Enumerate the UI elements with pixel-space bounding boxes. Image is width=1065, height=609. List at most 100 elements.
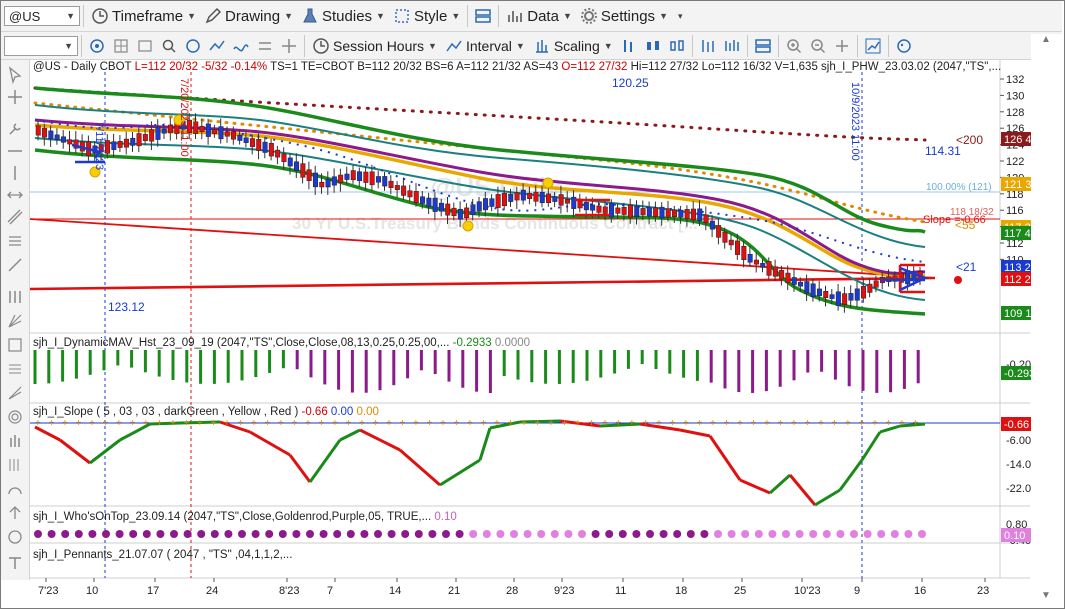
chevron-down-icon: ▼ <box>562 11 572 21</box>
indicator1-header[interactable]: sjh_I_DynamicMAV_Hst_23_09_19 (2047,"TS"… <box>33 337 530 349</box>
clock-icon <box>91 7 109 25</box>
lines-icon[interactable] <box>6 360 24 378</box>
price-field: A=112 21/32 <box>456 61 524 73</box>
toolbar-divider <box>691 34 693 57</box>
pencil-icon <box>204 7 222 25</box>
toolbar-divider <box>777 34 779 57</box>
price-field: BS=6 <box>425 61 457 73</box>
pan-icon[interactable] <box>833 37 851 55</box>
crosshair-icon[interactable] <box>6 88 24 106</box>
studies-menu[interactable]: Studies ▼ <box>297 4 389 28</box>
link-icon[interactable] <box>88 37 106 55</box>
trend-icon[interactable] <box>864 37 882 55</box>
chevron-down-icon: ▼ <box>659 11 668 21</box>
chevron-down-icon: ▼ <box>428 40 437 51</box>
price-field: TE=CBOT <box>300 61 358 73</box>
price-field: TS=1 <box>270 61 301 73</box>
palette-icon[interactable] <box>895 37 913 55</box>
interval-icon <box>445 37 463 55</box>
text-tool-icon[interactable] <box>6 336 24 354</box>
channel-icon[interactable] <box>6 208 24 226</box>
dot-chart-icon[interactable] <box>723 37 741 55</box>
data-menu[interactable]: Data ▼ <box>502 4 576 28</box>
layout-icon[interactable] <box>754 37 772 55</box>
wrench-icon[interactable] <box>6 120 24 138</box>
gear-icon <box>580 7 598 25</box>
chevron-down-icon: ▼ <box>515 40 525 51</box>
session-hours-menu[interactable]: Session Hours ▼ <box>308 34 441 58</box>
fibonacci-icon[interactable] <box>6 232 24 250</box>
price-field: B=112 20/32 <box>357 61 426 73</box>
indicator4-label: sjh_I_Pennants_21.07.07 ( 2047 , "TS" ,0… <box>33 549 293 561</box>
settings-label: Settings <box>600 7 656 25</box>
ohlc-icon[interactable] <box>699 37 717 55</box>
text-icon[interactable] <box>6 554 24 572</box>
arc-icon[interactable] <box>6 480 24 498</box>
toolbar-overflow-icon[interactable]: ▾ <box>677 10 683 21</box>
settings-menu[interactable]: Settings ▼ <box>576 4 672 28</box>
gann-icon[interactable] <box>6 312 24 330</box>
speed-line-icon[interactable] <box>6 384 24 402</box>
window-icon[interactable] <box>136 37 154 55</box>
crosshair-icon[interactable] <box>280 37 298 55</box>
chevron-down-icon: ▼ <box>376 11 385 21</box>
indicator1-value1: -0.2933 <box>452 337 492 349</box>
zoom-out-icon[interactable] <box>809 37 827 55</box>
resize-icon[interactable] <box>6 186 24 204</box>
ruler-icon[interactable] <box>6 456 24 474</box>
hand-icon[interactable] <box>6 432 24 450</box>
price-field: L=112 20/32 <box>134 61 202 73</box>
timeframe-menu[interactable]: Timeframe ▼ <box>87 4 200 28</box>
line-tool-icon[interactable] <box>208 37 226 55</box>
indicator2-value3: 0.00 <box>356 406 379 418</box>
layout-icon[interactable] <box>474 7 492 25</box>
candlestick-icon[interactable] <box>644 37 662 55</box>
symbol-combo[interactable]: @US ▼ <box>4 6 80 26</box>
circle-icon[interactable] <box>6 528 24 546</box>
trendline-icon[interactable] <box>6 256 24 274</box>
spiral-icon[interactable] <box>6 408 24 426</box>
scaling-icon <box>533 37 551 55</box>
toolbar-divider <box>498 5 500 27</box>
columns-icon[interactable] <box>6 288 24 306</box>
horizontal-line-icon[interactable] <box>6 142 24 160</box>
chart-style-icon[interactable] <box>184 37 202 55</box>
indicator2-header[interactable]: sjh_I_Slope ( 5 , 03 , 03 , darkGreen , … <box>33 406 379 418</box>
scaling-label: Scaling <box>553 37 600 54</box>
drawing-label: Drawing <box>225 7 281 25</box>
chart-toolbar: ▼ Session Hours ▼ Interval ▼ Scaling ▼ <box>1 32 1062 60</box>
drawing-menu[interactable]: Drawing ▼ <box>200 4 297 28</box>
indicator3-header[interactable]: sjh_I_Who'sOnTop_23.09.14 (2047,"TS",Clo… <box>33 511 457 523</box>
chevron-down-icon: ▼ <box>64 40 73 51</box>
interval-combo[interactable]: ▼ <box>4 35 78 56</box>
grid-icon[interactable] <box>112 37 130 55</box>
pointer-icon[interactable] <box>6 66 24 84</box>
arrow-up-icon[interactable] <box>6 504 24 522</box>
price-field: AS=43 <box>523 61 562 73</box>
clock-icon <box>312 37 330 55</box>
toolbar-divider <box>83 5 84 27</box>
vertical-line-icon[interactable] <box>6 164 24 182</box>
chevron-up-icon[interactable]: ▲ <box>1041 34 1051 45</box>
flask-icon <box>301 7 319 25</box>
indicator4-header[interactable]: sjh_I_Pennants_21.07.07 ( 2047 , "TS" ,0… <box>33 549 292 561</box>
price-field: V=1,635 <box>774 61 822 73</box>
price-field: sjh_I_PHW_23.03.02 (2047,"TS",... <box>821 61 1002 73</box>
style-menu[interactable]: Style ▼ <box>389 4 464 28</box>
lines-icon[interactable] <box>256 37 274 55</box>
indicator3-label: sjh_I_Who'sOnTop_23.09.14 (2047,"TS",Clo… <box>33 511 432 523</box>
scaling-menu[interactable]: Scaling ▼ <box>529 34 617 58</box>
toolbar-divider <box>887 34 889 57</box>
hollow-candle-icon[interactable] <box>668 37 686 55</box>
style-label: Style <box>413 7 448 25</box>
interval-menu[interactable]: Interval ▼ <box>441 34 529 58</box>
right-scroll-strip: ▲ ▼ <box>1031 34 1062 605</box>
timeframe-label: Timeframe <box>112 7 184 25</box>
price-fields: L=112 20/32 -5/32 -0.14% TS=1 TE=CBOT B=… <box>135 61 1002 73</box>
indicator-icon[interactable] <box>232 37 250 55</box>
zoom-icon[interactable] <box>160 37 178 55</box>
chevron-down-icon[interactable]: ▼ <box>1041 590 1051 601</box>
price-field: Hi=112 27/32 <box>630 61 702 73</box>
zoom-in-icon[interactable] <box>785 37 803 55</box>
bar-chart-icon[interactable] <box>620 37 638 55</box>
